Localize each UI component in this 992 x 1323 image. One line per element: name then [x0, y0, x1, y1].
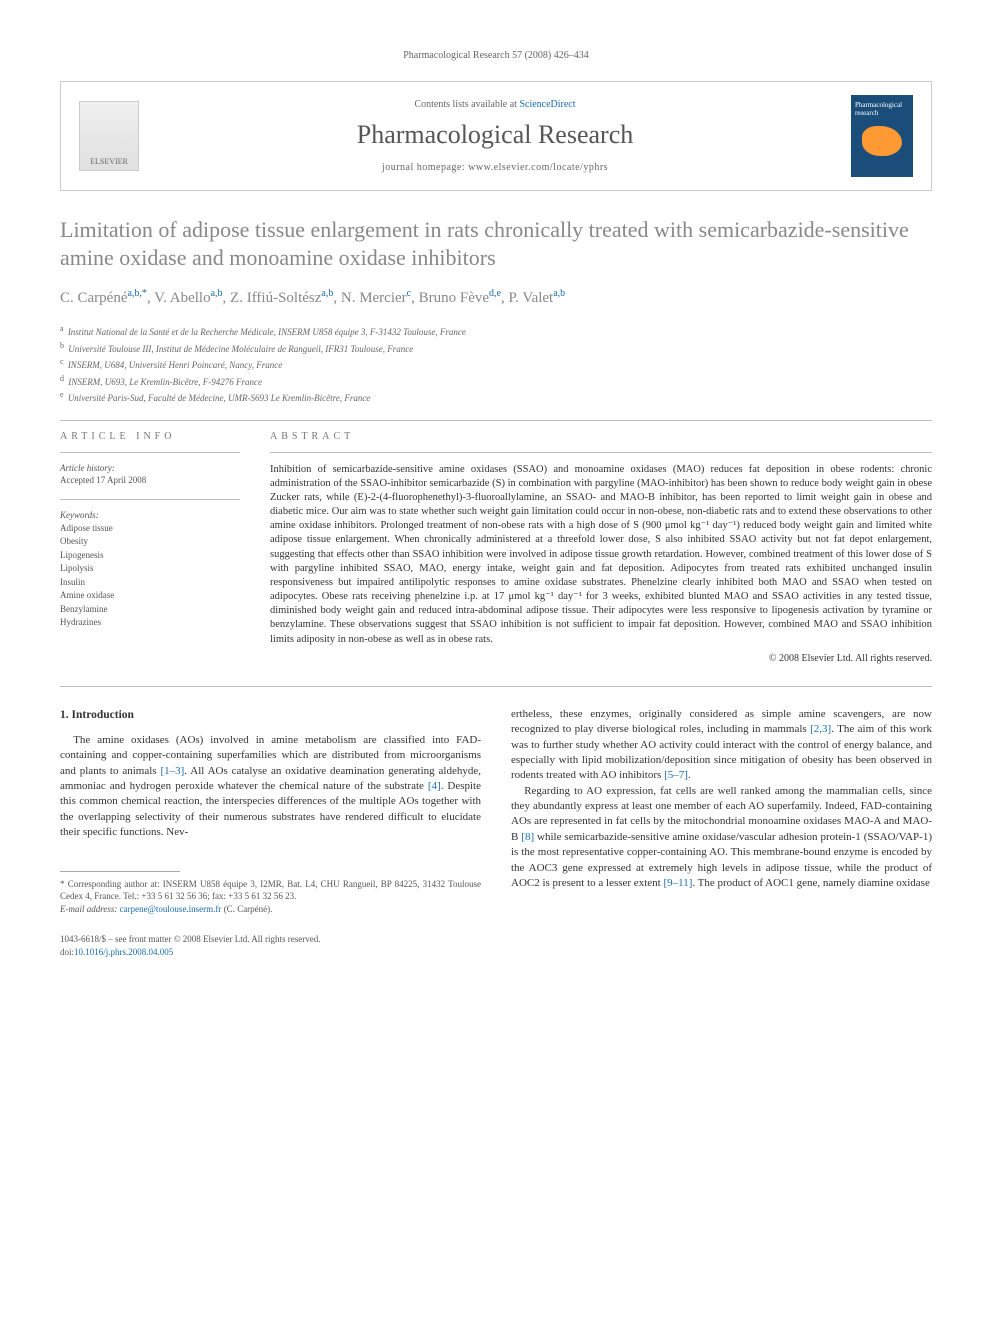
journal-cover-thumbnail: Pharmacological research	[851, 95, 913, 177]
section-1-head: 1. Introduction	[60, 707, 481, 723]
keyword-item: Lipolysis	[60, 562, 240, 576]
cover-graphic	[862, 126, 902, 156]
keyword-item: Lipogenesis	[60, 549, 240, 563]
keyword-item: Benzylamine	[60, 603, 240, 617]
journal-homepage: journal homepage: www.elsevier.com/locat…	[139, 162, 851, 173]
affiliation-item: a Institut National de la Santé et de la…	[60, 323, 932, 340]
journal-banner-center: Contents lists available at ScienceDirec…	[139, 99, 851, 173]
affiliation-item: e Université Paris-Sud, Faculté de Médec…	[60, 389, 932, 406]
email-label: E-mail address:	[60, 904, 120, 914]
journal-banner: ELSEVIER Contents lists available at Sci…	[60, 81, 932, 191]
keyword-item: Adipose tissue	[60, 522, 240, 536]
left-column: 1. Introduction The amine oxidases (AOs)…	[60, 707, 481, 959]
abstract-column: ABSTRACT Inhibition of semicarbazide-sen…	[270, 431, 932, 664]
accepted-date: Accepted 17 April 2008	[60, 475, 240, 485]
divider	[60, 499, 240, 500]
email-link[interactable]: carpene@toulouse.inserm.fr	[120, 904, 222, 914]
affiliations: a Institut National de la Santé et de la…	[60, 323, 932, 406]
front-matter: 1043-6618/$ – see front matter © 2008 El…	[60, 933, 321, 958]
affiliation-item: c INSERM, U684, Université Henri Poincar…	[60, 356, 932, 373]
sciencedirect-link[interactable]: ScienceDirect	[519, 99, 575, 110]
abstract-head: ABSTRACT	[270, 431, 932, 442]
keyword-item: Insulin	[60, 576, 240, 590]
divider	[60, 420, 932, 421]
history-head: Article history:	[60, 463, 240, 473]
divider	[270, 452, 932, 453]
divider	[60, 686, 932, 687]
contents-prefix: Contents lists available at	[414, 99, 519, 110]
intro-paragraph-1: The amine oxidases (AOs) involved in ami…	[60, 733, 481, 841]
divider	[60, 452, 240, 453]
intro-paragraph-1-cont: ertheless, these enzymes, originally con…	[511, 707, 932, 784]
contents-line: Contents lists available at ScienceDirec…	[139, 99, 851, 110]
journal-name: Pharmacological Research	[139, 120, 851, 150]
abstract-copyright: © 2008 Elsevier Ltd. All rights reserved…	[270, 653, 932, 664]
keyword-item: Obesity	[60, 535, 240, 549]
body-columns: 1. Introduction The amine oxidases (AOs)…	[60, 707, 932, 959]
keyword-item: Amine oxidase	[60, 589, 240, 603]
bottom-row: 1043-6618/$ – see front matter © 2008 El…	[60, 933, 481, 958]
intro-paragraph-2: Regarding to AO expression, fat cells ar…	[511, 784, 932, 892]
keywords-list: Adipose tissueObesityLipogenesisLipolysi…	[60, 522, 240, 630]
corresponding-author: * Corresponding author at: INSERM U858 é…	[60, 878, 481, 903]
email-who: (C. Carpéné).	[221, 904, 272, 914]
email-line: E-mail address: carpene@toulouse.inserm.…	[60, 903, 481, 916]
footnote-separator	[60, 871, 180, 872]
article-info-column: ARTICLE INFO Article history: Accepted 1…	[60, 431, 240, 664]
footnotes: * Corresponding author at: INSERM U858 é…	[60, 878, 481, 916]
cover-title: Pharmacological research	[855, 101, 902, 117]
page-header-citation: Pharmacological Research 57 (2008) 426–4…	[60, 50, 932, 61]
homepage-url[interactable]: www.elsevier.com/locate/yphrs	[468, 162, 608, 173]
doi-link[interactable]: 10.1016/j.phrs.2008.04.005	[74, 947, 173, 957]
copyright-line: 1043-6618/$ – see front matter © 2008 El…	[60, 933, 321, 946]
elsevier-logo: ELSEVIER	[79, 101, 139, 171]
article-title: Limitation of adipose tissue enlargement…	[60, 216, 932, 271]
article-info-head: ARTICLE INFO	[60, 431, 240, 442]
doi-label: doi:	[60, 947, 74, 957]
right-column: ertheless, these enzymes, originally con…	[511, 707, 932, 959]
authors-list: C. Carpénéa,b,*, V. Abelloa,b, Z. Iffiú-…	[60, 287, 932, 309]
keyword-item: Hydrazines	[60, 616, 240, 630]
affiliation-item: d INSERM, U693, Le Kremlin-Bicêtre, F-94…	[60, 373, 932, 390]
affiliation-item: b Université Toulouse III, Institut de M…	[60, 340, 932, 357]
homepage-label: journal homepage:	[382, 162, 468, 173]
keywords-head: Keywords:	[60, 510, 240, 520]
abstract-text: Inhibition of semicarbazide-sensitive am…	[270, 463, 932, 647]
